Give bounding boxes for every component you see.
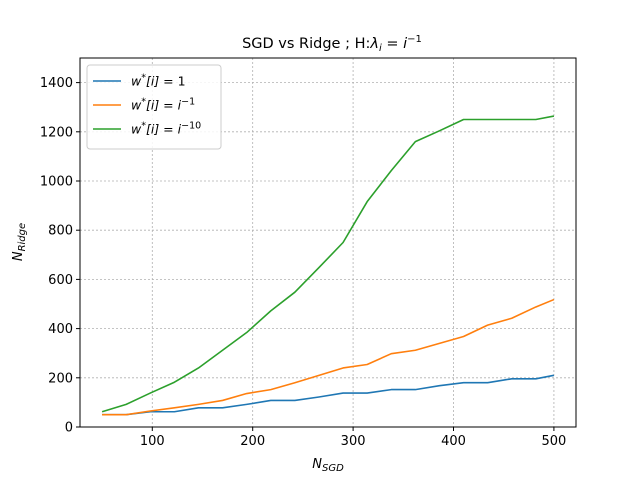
legend-rhs-sup: −10: [181, 121, 201, 132]
x-tick-label: 100: [140, 434, 165, 449]
x-tick-label: 300: [341, 434, 366, 449]
legend-sup: *: [141, 73, 146, 84]
y-axis-label: NRidge: [11, 223, 28, 261]
x-axis-label: NSGD: [312, 457, 344, 474]
series-line-2: [102, 298, 555, 416]
legend-box: [86, 64, 222, 150]
legend-lhs: w: [131, 98, 142, 113]
legend-sup: *: [141, 121, 146, 132]
title-lambda: λ: [369, 36, 379, 52]
legend: w*[i] = 1w*[i] = i−1w*[i] = i−10: [86, 64, 222, 150]
legend-rhs: 1: [178, 74, 186, 89]
y-axis-label-sub: Ridge: [17, 223, 28, 252]
plot-frame: [79, 57, 577, 428]
y-tick-label: 600: [48, 273, 73, 288]
legend-label-2: w*[i] = i−1: [131, 97, 195, 113]
legend-sup: *: [141, 97, 146, 108]
title-sub-i: i: [379, 43, 382, 54]
legend-rhs-sup: −1: [181, 97, 195, 108]
legend-label-3: w*[i] = i−10: [131, 121, 201, 137]
y-tick-label: 0: [65, 421, 73, 436]
y-tick-label: 800: [48, 224, 73, 239]
series-layer: [101, 115, 555, 416]
x-tick-label: 500: [541, 434, 566, 449]
legend-rhs: i: [178, 122, 182, 137]
series-line-1: [102, 374, 555, 416]
y-tick-label: 400: [48, 322, 73, 337]
y-tick-layer: 0 200 400 600 800 1000 1200 1400: [40, 76, 80, 436]
title-main: SGD vs Ridge ; H:: [242, 36, 370, 52]
legend-idx: [i] =: [146, 122, 178, 137]
series-line-3: [101, 115, 555, 413]
legend-rhs: i: [178, 98, 182, 113]
legend-label-1: w*[i] = 1: [131, 73, 186, 89]
x-axis-label-main: N: [312, 457, 322, 472]
x-tick-label: 200: [240, 434, 265, 449]
x-axis-label-sub: SGD: [322, 463, 344, 474]
y-tick-label: 200: [48, 371, 73, 386]
title-rhs-i: i: [403, 36, 407, 52]
y-tick-label: 1200: [40, 125, 73, 140]
legend-lhs: w: [131, 74, 142, 89]
title-eq: =: [382, 36, 403, 52]
y-tick-label: 1000: [40, 175, 73, 190]
legend-idx: [i] =: [146, 98, 178, 113]
legend-lhs: w: [131, 122, 142, 137]
title-sup: −1: [407, 34, 422, 45]
chart-title: SGD vs Ridge ; H:λi = i−1: [242, 34, 422, 54]
grid-layer: [80, 58, 576, 428]
x-tick-label: 400: [441, 434, 466, 449]
y-axis-label-main: N: [11, 251, 26, 261]
legend-idx: [i] =: [146, 74, 178, 89]
x-tick-layer: 100 200 300 400 500: [140, 427, 566, 449]
y-tick-label: 1400: [40, 76, 73, 91]
